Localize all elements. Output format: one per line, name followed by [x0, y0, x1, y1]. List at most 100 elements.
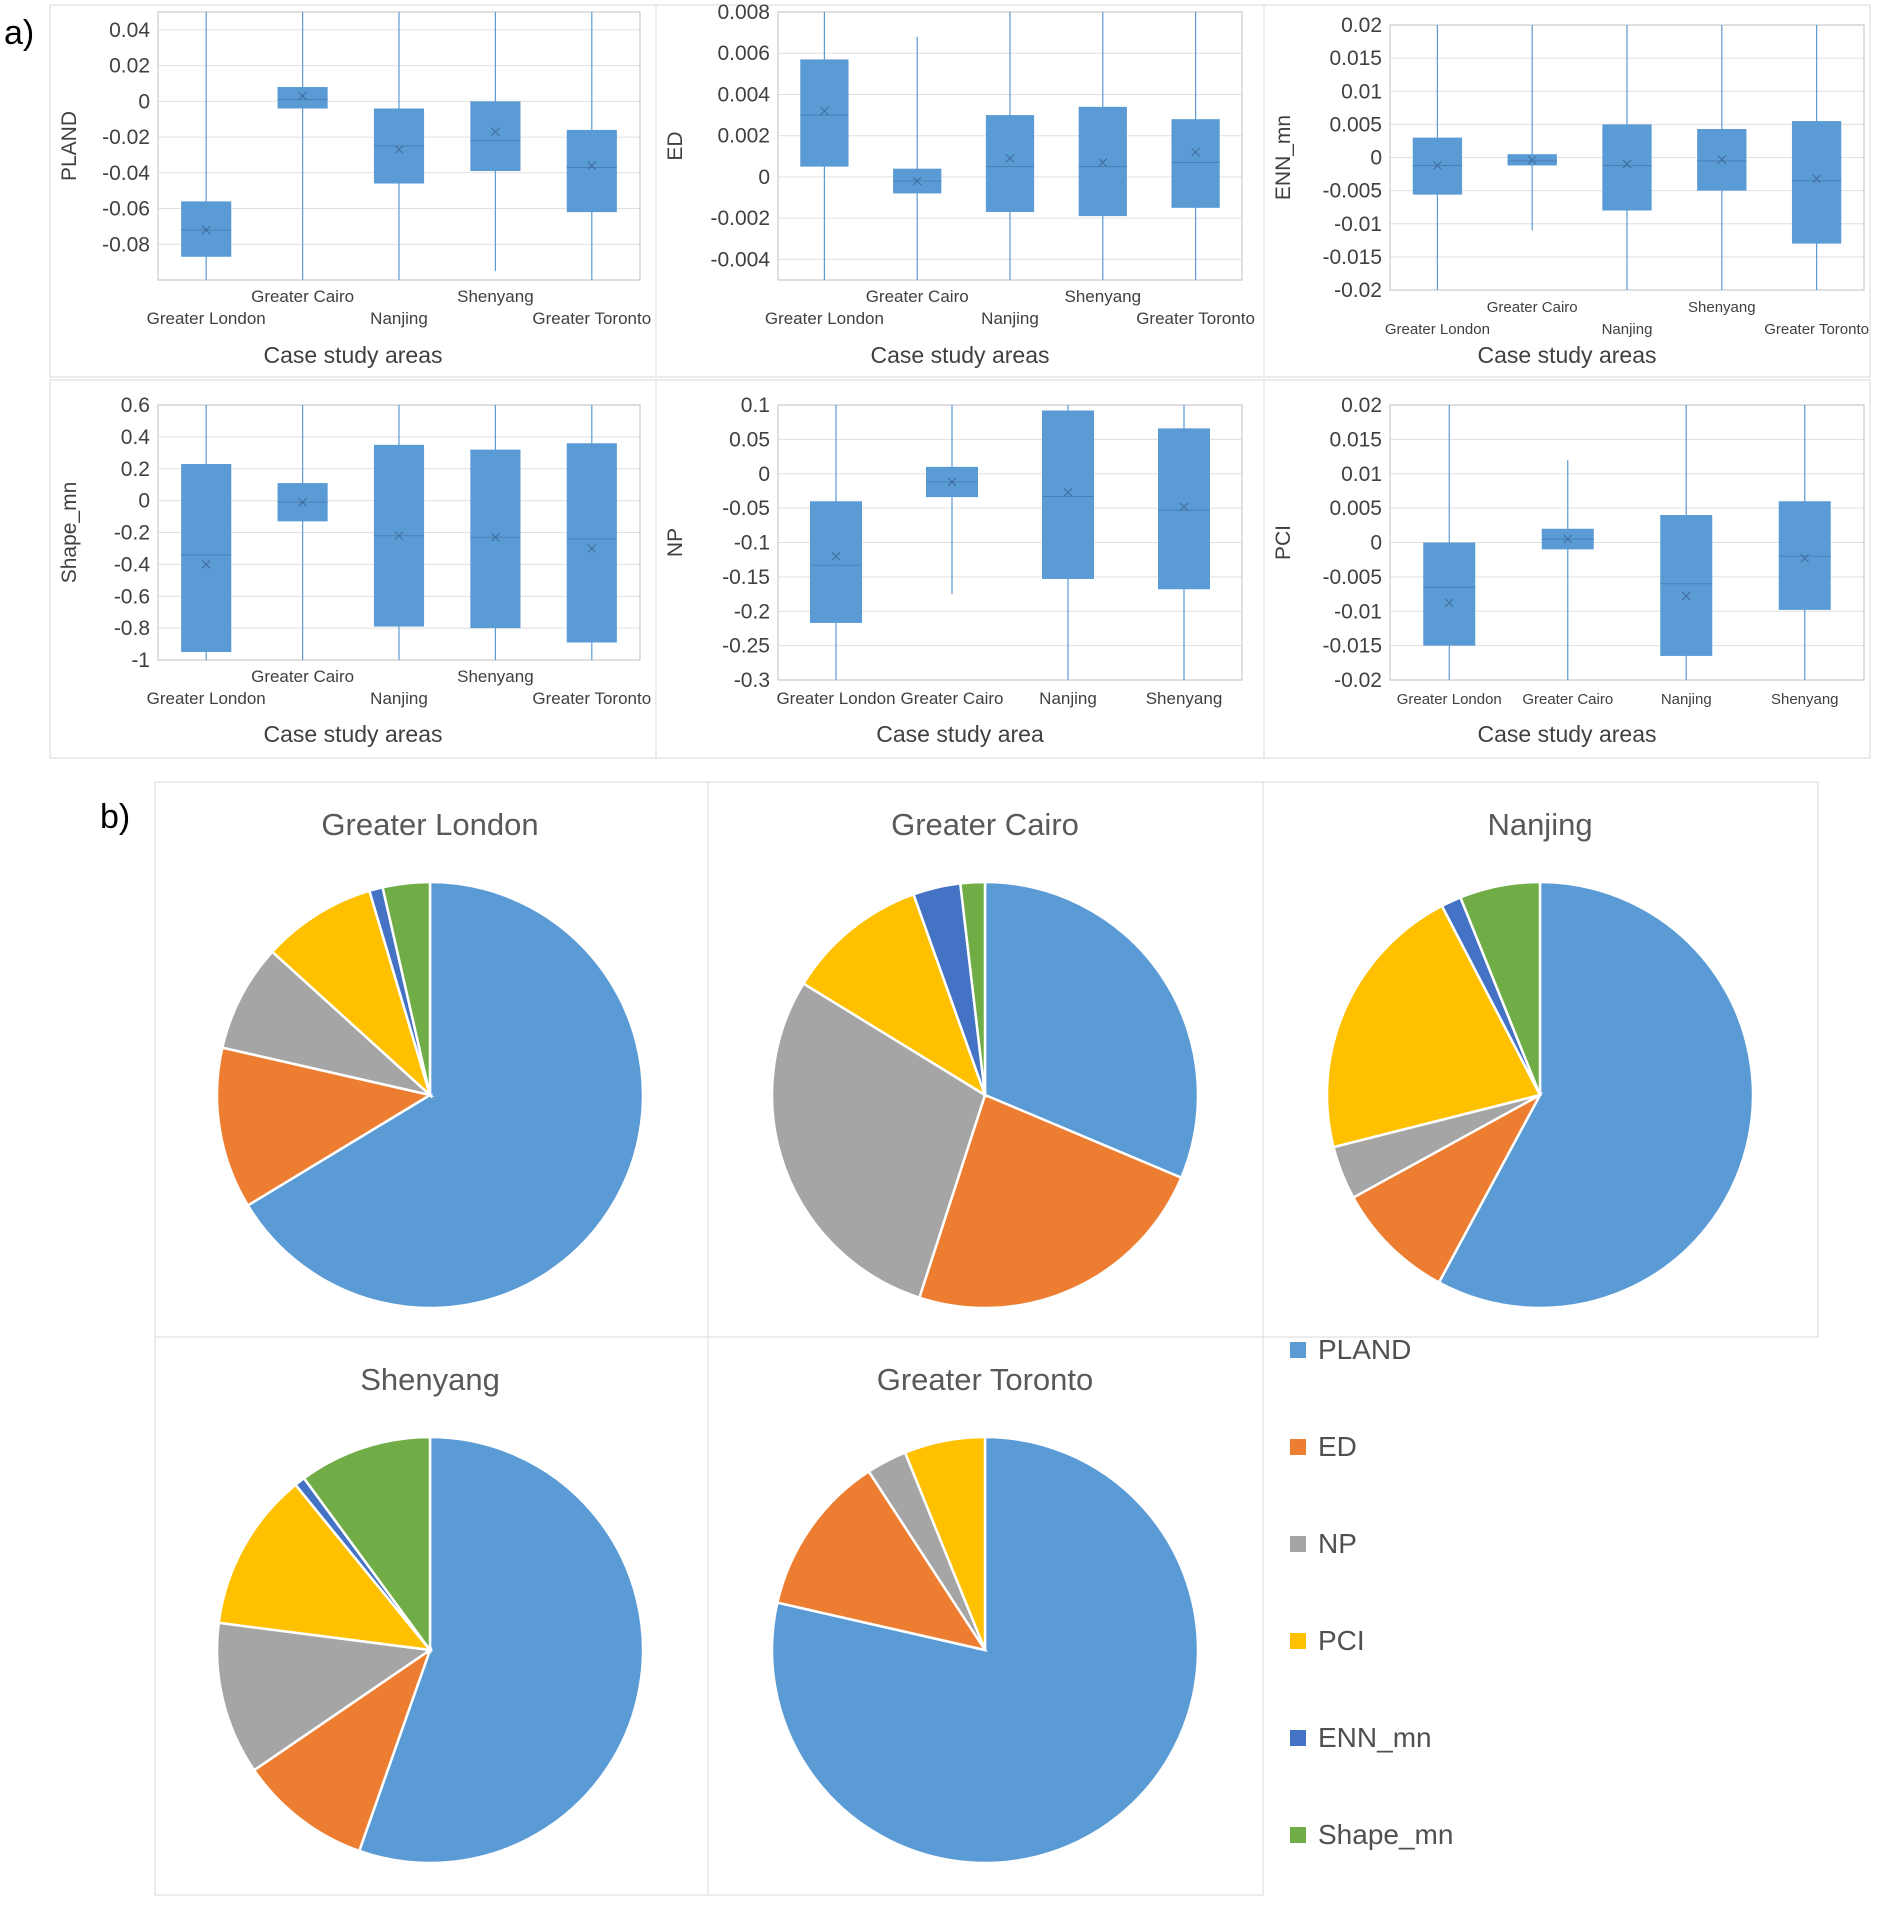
panel-frame	[655, 4, 1265, 378]
box-mean-marker	[298, 91, 307, 101]
y-tick-label: -0.004	[710, 248, 770, 271]
panel-label-b: b)	[100, 798, 131, 836]
x-category-label: Nanjing	[1602, 321, 1653, 338]
legend-item-pland: PLAND	[1290, 1330, 1411, 1370]
legend-item-pci: PCI	[1290, 1621, 1365, 1661]
pie-slice-pland	[770, 1435, 1200, 1865]
y-tick-label: 0.2	[121, 458, 150, 481]
y-tick-label: 0.02	[1341, 394, 1382, 417]
box-shenyang	[470, 405, 521, 660]
box-iqr	[810, 501, 862, 623]
pie-title: Shenyang	[360, 1362, 500, 1397]
box-greater-cairo	[1541, 460, 1594, 680]
y-tick-label: -0.002	[710, 207, 770, 230]
x-category-label: Shenyang	[1065, 287, 1142, 306]
box-nanjing	[985, 12, 1035, 280]
y-tick-label: -0.25	[722, 635, 770, 658]
x-category-label: Greater London	[776, 689, 895, 708]
box-mean-marker	[1681, 591, 1691, 601]
box-iqr	[1158, 428, 1210, 590]
pie-chart-nanjing: Nanjing	[1262, 781, 1819, 1338]
y-tick-label: 0.02	[1341, 14, 1382, 37]
pie-slice-pland	[983, 880, 1200, 1180]
pie-slice-pci	[801, 892, 988, 1098]
y-tick-label: 0.01	[1341, 80, 1382, 103]
x-category-label: Greater London	[1397, 691, 1502, 708]
x-category-label: Greater London	[147, 309, 266, 328]
y-tick-label: 0.04	[109, 19, 150, 42]
box-iqr	[181, 201, 232, 257]
box-mean-marker	[394, 531, 404, 541]
box-mean-marker	[820, 106, 829, 116]
box-greater-toronto	[566, 12, 617, 280]
box-nanjing	[373, 405, 425, 660]
box-iqr	[1660, 515, 1713, 656]
y-tick-label: 0	[138, 490, 150, 513]
box-iqr	[1423, 542, 1476, 646]
box-iqr	[1791, 121, 1842, 244]
box-mean-marker	[491, 532, 500, 542]
y-tick-label: -0.8	[114, 617, 150, 640]
pie-slice-ed	[1351, 1091, 1544, 1285]
box-mean-marker	[201, 225, 211, 235]
legend-label-enn-mn: ENN_mn	[1318, 1722, 1432, 1753]
x-category-label: Shenyang	[1771, 691, 1839, 708]
y-axis-label: PLAND	[58, 111, 81, 181]
pie-legend: PLAND ED NP PCI ENN_mn Shape_mn	[1290, 1330, 1690, 1890]
y-tick-label: -0.05	[722, 497, 770, 520]
pie-slice-shape-mn	[1458, 880, 1542, 1096]
y-tick-label: -0.01	[1334, 213, 1382, 236]
x-category-label: Nanjing	[1661, 691, 1712, 708]
box-mean-marker	[831, 551, 841, 561]
y-axis-label: ENN_mn	[1272, 115, 1295, 200]
x-axis-label: Case study areas	[871, 342, 1050, 368]
legend-item-ed: ED	[1290, 1427, 1357, 1467]
box-iqr	[985, 115, 1035, 212]
x-category-label: Greater Toronto	[1764, 321, 1869, 338]
y-tick-label: -0.005	[1322, 566, 1382, 589]
y-tick-label: -0.06	[102, 198, 150, 221]
box-iqr	[800, 59, 849, 167]
legend-swatch-ed	[1290, 1439, 1306, 1455]
pie-slice-shape-mn	[958, 880, 987, 1096]
y-tick-label: -0.04	[102, 162, 150, 185]
legend-label-np: NP	[1318, 1528, 1357, 1559]
y-axis-label: PCI	[1272, 525, 1295, 560]
plot-area	[1389, 404, 1865, 681]
box-mean-marker	[201, 560, 211, 569]
pie-chart-greater-cairo: Greater Cairo	[707, 781, 1264, 1338]
box-shenyang	[1778, 405, 1831, 680]
pie-title: Nanjing	[1487, 807, 1592, 842]
box-greater-toronto	[566, 405, 617, 660]
y-tick-label: 0	[1370, 532, 1382, 555]
box-nanjing	[1660, 405, 1713, 680]
box-iqr	[277, 87, 328, 109]
panel-label-a: a)	[4, 14, 35, 52]
x-category-label: Nanjing	[370, 689, 428, 708]
x-category-label: Greater Toronto	[1136, 309, 1255, 328]
y-tick-label: -0.015	[1322, 635, 1382, 658]
box-mean-marker	[394, 145, 404, 154]
box-greater-london	[1423, 405, 1476, 680]
box-iqr	[181, 463, 232, 653]
box-mean-marker	[1800, 553, 1810, 563]
x-category-label: Shenyang	[1146, 689, 1223, 708]
box-mean-marker	[298, 497, 307, 507]
y-tick-label: -0.005	[1322, 180, 1382, 203]
box-mean-marker	[947, 477, 957, 487]
y-tick-label: -0.02	[102, 126, 150, 149]
pie-slice-ed	[775, 1469, 988, 1652]
y-tick-label: 0.015	[1329, 47, 1382, 70]
pie-chart-greater-toronto: Greater Toronto	[707, 1336, 1264, 1896]
boxplot-pland: 0.04 0.02 0 -0.02 -0.04 -0.06 -0.08 PLAND Greate…	[49, 4, 657, 378]
legend-label-ed: ED	[1318, 1431, 1357, 1462]
y-tick-label: 0.002	[717, 125, 770, 148]
box-shenyang	[1078, 12, 1127, 280]
x-axis-label: Case study areas	[1478, 342, 1657, 368]
y-tick-label: 0.01	[1341, 463, 1382, 486]
x-category-label: Greater London	[765, 309, 884, 328]
y-tick-label: 0.015	[1329, 428, 1382, 451]
x-category-label: Greater Cairo	[1522, 691, 1613, 708]
legend-label-shape-mn: Shape_mn	[1318, 1819, 1454, 1850]
